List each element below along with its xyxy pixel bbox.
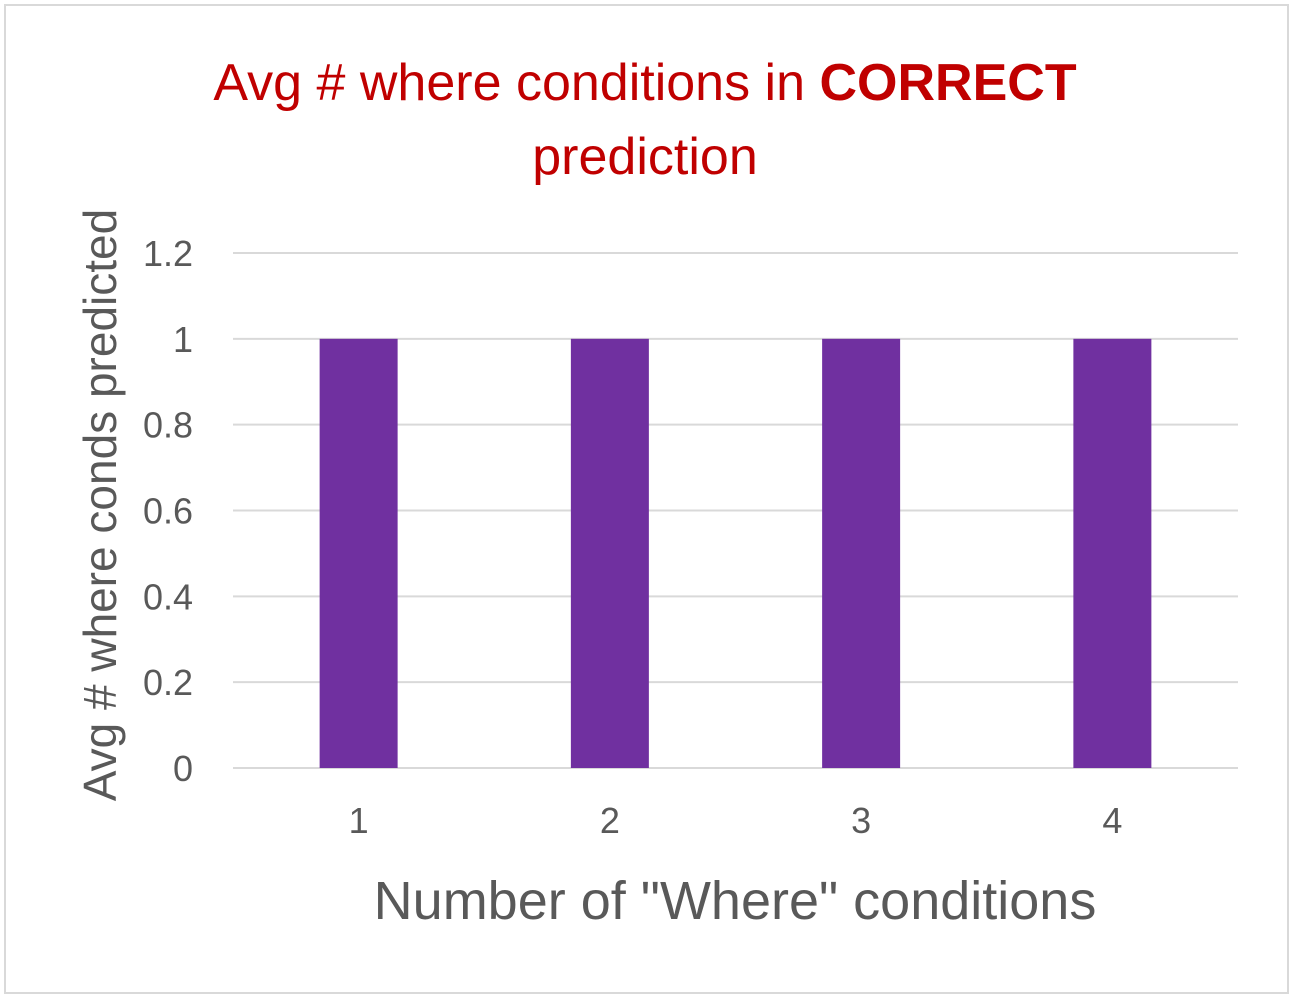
x-tick-label: 4	[1102, 800, 1122, 841]
y-tick-label: 0.6	[143, 491, 193, 532]
y-tick-label: 0.4	[143, 576, 193, 617]
y-tick-label: 1.2	[143, 233, 193, 274]
bar	[822, 338, 901, 768]
bar	[570, 338, 649, 768]
chart-title: Avg # where conditions in CORRECT predic…	[150, 46, 1140, 194]
bar	[319, 338, 398, 768]
x-axis-title: Number of "Where" conditions	[373, 871, 1097, 931]
bar	[1073, 338, 1152, 768]
x-tick-label: 1	[349, 800, 369, 841]
chart-title-suffix: prediction	[532, 128, 758, 186]
chart-title-main: Avg # where conditions in	[213, 54, 806, 112]
y-tick-label: 1	[173, 319, 193, 360]
y-tick-label: 0.2	[143, 662, 193, 703]
x-tick-label: 2	[600, 800, 620, 841]
chart-title-emphasis: CORRECT	[819, 54, 1077, 112]
y-tick-label: 0.8	[143, 405, 193, 446]
y-tick-label: 0	[173, 748, 193, 789]
x-tick-label: 3	[851, 800, 871, 841]
